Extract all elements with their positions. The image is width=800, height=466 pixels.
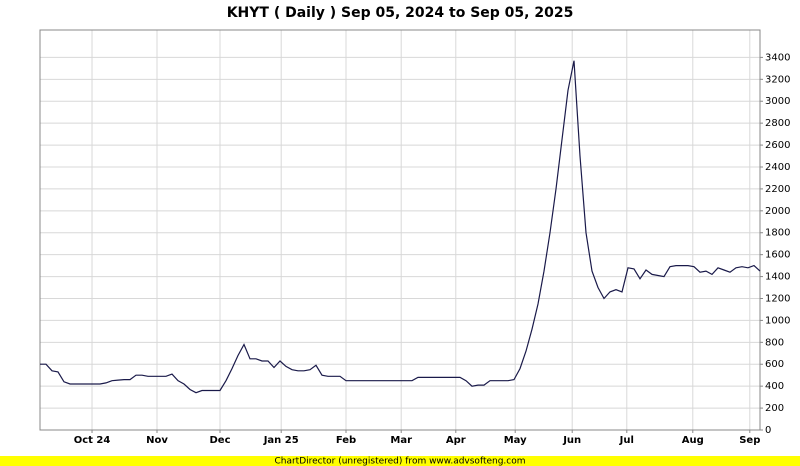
plot-border	[39, 29, 761, 431]
x-tick-label: Aug	[682, 435, 704, 446]
y-tick-label: 800	[765, 337, 784, 348]
footer: ChartDirector (unregistered) from www.ad…	[274, 457, 525, 466]
x-tick-label: Sep	[739, 435, 760, 446]
y-tick-label: 1200	[765, 293, 790, 304]
x-tick-label: Apr	[446, 435, 466, 446]
y-tick-label: 0	[765, 425, 771, 436]
y-tick-label: 400	[765, 381, 784, 392]
y-tick-label: 1400	[765, 272, 790, 283]
y-tick-label: 600	[765, 359, 784, 370]
x-tick-label: Jul	[619, 435, 634, 446]
y-tick-label: 3000	[765, 96, 790, 107]
x-tick-label: Feb	[336, 435, 356, 446]
x-tick-label: Dec	[209, 435, 230, 446]
x-tick-label: Nov	[146, 435, 168, 446]
plot-area	[40, 30, 760, 430]
y-tick-label: 2400	[765, 162, 790, 173]
chart-title: KHYT ( Daily ) Sep 05, 2024 to Sep 05, 2…	[227, 5, 574, 21]
footer-bar	[0, 456, 800, 466]
y-tick-label: 2200	[765, 184, 790, 195]
x-tick-label: Mar	[390, 435, 412, 446]
x-tick-label: Jan 25	[263, 435, 299, 446]
x-tick-label: Jun	[562, 435, 581, 446]
x-tick-label: Oct 24	[74, 435, 111, 446]
x-tick-label: May	[504, 435, 527, 446]
y-tick-label: 2600	[765, 140, 790, 151]
y-tick-label: 200	[765, 403, 784, 414]
y-tick-label: 1600	[765, 250, 790, 261]
y-tick-label: 3400	[765, 52, 790, 63]
y-tick-label: 2800	[765, 118, 790, 129]
y-tick-label: 2000	[765, 206, 790, 217]
y-tick-label: 1000	[765, 315, 790, 326]
y-tick-label: 3200	[765, 74, 790, 85]
y-tick-label: 1800	[765, 228, 790, 239]
price-line	[40, 60, 761, 394]
